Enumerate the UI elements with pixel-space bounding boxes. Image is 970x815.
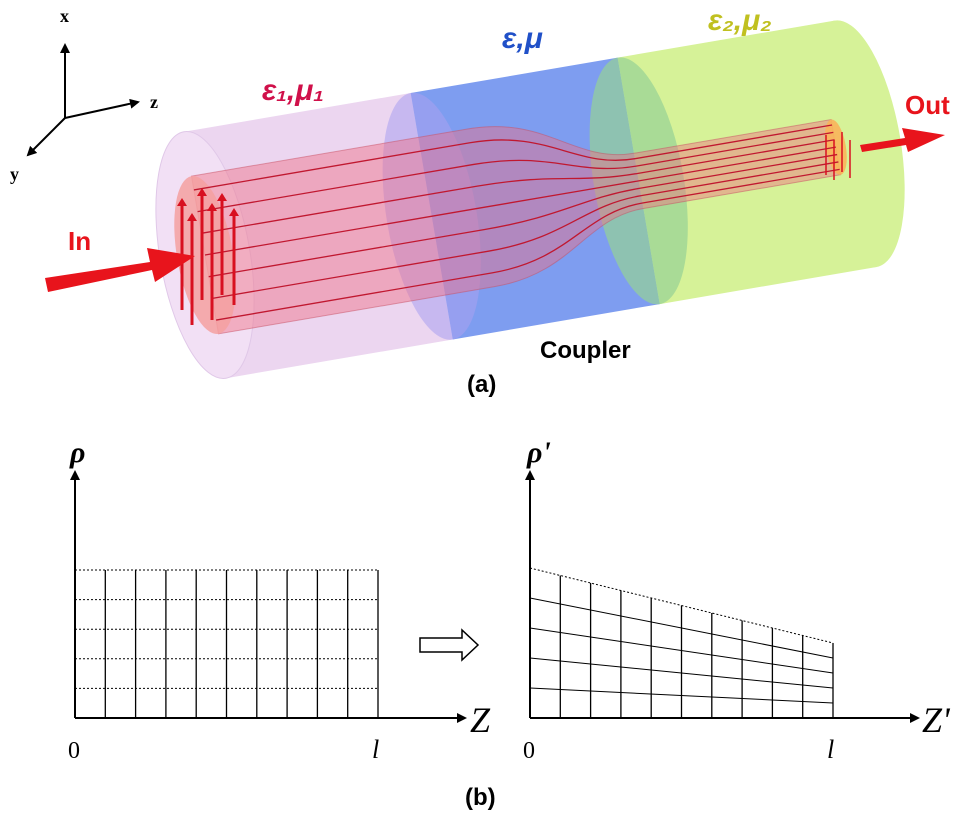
axis-x-label: x <box>60 6 69 26</box>
x-label: Z' <box>922 700 951 740</box>
input-label: In <box>68 226 91 256</box>
y-label: ρ <box>69 436 85 469</box>
end-label: l <box>372 735 379 764</box>
caption-a: (a) <box>467 371 496 398</box>
region-2-label: ε,μ <box>502 22 543 55</box>
panel-b <box>75 472 918 718</box>
y-label: ρ' <box>526 436 551 469</box>
axis-y-label: y <box>10 164 19 184</box>
region-3-label: ε₂,μ₂ <box>708 4 772 37</box>
axis-z <box>65 102 138 118</box>
end-label: l <box>827 735 834 764</box>
region-1-label: ε₁,μ₁ <box>262 74 324 107</box>
caption-b: (b) <box>465 784 496 811</box>
coord-axes <box>28 45 138 155</box>
figure: x z y In Out ε₁,μ₁ ε,μ ε₂,μ₂ Coupler (a)… <box>0 0 970 815</box>
coupler-cylinder <box>140 13 921 386</box>
output-label: Out <box>905 90 950 120</box>
device-label: Coupler <box>540 337 631 364</box>
axis-z-label: z <box>150 92 158 112</box>
origin-label: 0 <box>523 738 535 764</box>
axis-y <box>28 118 65 155</box>
x-label: Z <box>470 700 491 740</box>
origin-label: 0 <box>68 738 80 764</box>
transform-arrow <box>420 630 478 660</box>
